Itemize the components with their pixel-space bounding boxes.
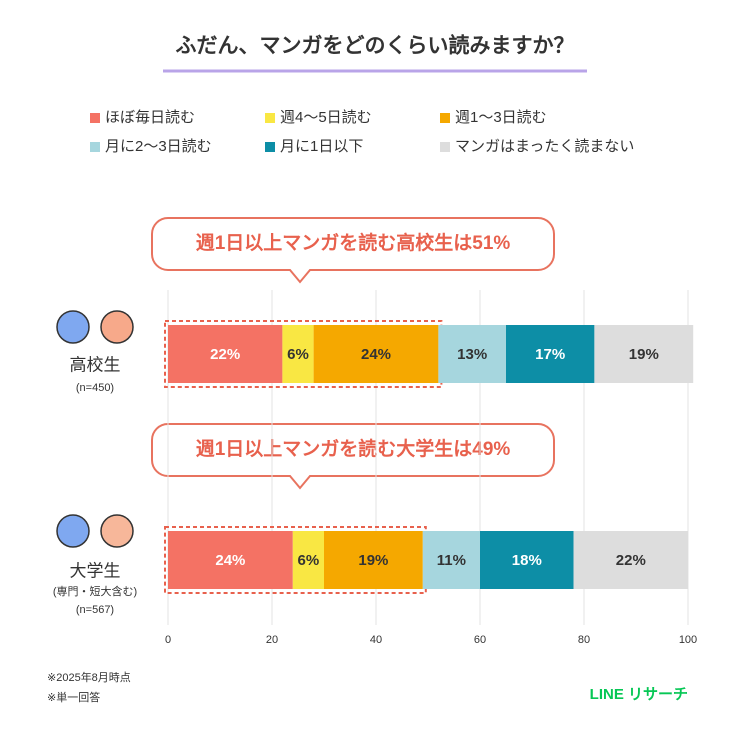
data-label: 19% xyxy=(358,552,388,569)
legend-label: 週1～3日読む xyxy=(455,109,547,126)
data-label: 6% xyxy=(298,552,320,569)
bar-segment xyxy=(168,325,283,383)
legend-label: 月に1日以下 xyxy=(280,138,363,155)
highlight-box xyxy=(164,526,427,594)
legend-swatch xyxy=(440,142,450,152)
footnote: ※単一回答 xyxy=(47,690,100,704)
x-tick-label: 0 xyxy=(165,634,171,646)
bar-segment xyxy=(313,325,439,383)
data-label: 13% xyxy=(457,346,487,363)
bar-segment xyxy=(573,531,688,589)
data-label: 17% xyxy=(535,346,565,363)
data-label: 11% xyxy=(437,552,466,569)
data-label: 22% xyxy=(616,552,646,569)
bar-segment xyxy=(168,531,293,589)
bar-segment xyxy=(324,531,423,589)
bar-segment xyxy=(292,531,324,589)
callout-text: 週1日以上マンガを読む大学生は49% xyxy=(196,437,511,460)
bar-segment xyxy=(480,531,574,589)
callout: 週1日以上マンガを読む高校生は51% xyxy=(151,217,555,284)
x-tick-label: 20 xyxy=(266,634,278,646)
legend-swatch xyxy=(265,142,275,152)
data-label: 24% xyxy=(361,346,391,363)
bar-segment xyxy=(506,325,595,383)
footnote: ※2025年8月時点 xyxy=(47,670,131,684)
legend-swatch xyxy=(440,113,450,123)
category-note: (n=450) xyxy=(76,382,114,394)
legend-label: マンガはまったく読まない xyxy=(455,138,634,155)
data-label: 22% xyxy=(210,346,240,363)
legend-swatch xyxy=(90,113,100,123)
category-label: 高校生 xyxy=(70,355,121,374)
category-note: (専門・短大含む) xyxy=(53,584,137,598)
x-tick-label: 60 xyxy=(474,634,486,646)
student-icons xyxy=(56,310,134,548)
legend-label: ほぼ毎日読む xyxy=(105,109,195,126)
bar-segment xyxy=(438,325,506,383)
legend-swatch xyxy=(90,142,100,152)
legend-swatch xyxy=(265,113,275,123)
data-label: 19% xyxy=(629,346,659,363)
data-label: 18% xyxy=(512,552,542,569)
x-tick-label: 80 xyxy=(578,634,590,646)
legend-label: 月に2～3日読む xyxy=(105,138,212,155)
callout-text: 週1日以上マンガを読む高校生は51% xyxy=(196,231,511,254)
bar-segment xyxy=(282,325,314,383)
legend-label: 週4～5日読む xyxy=(280,109,372,126)
chart-title: ふだん、マンガをどのくらい読みますか？ xyxy=(176,34,575,58)
data-label: 6% xyxy=(287,346,309,363)
x-tick-label: 100 xyxy=(679,634,697,646)
x-tick-label: 40 xyxy=(370,634,382,646)
callout: 週1日以上マンガを読む大学生は49% xyxy=(151,423,555,490)
category-note: (n=567) xyxy=(76,604,114,616)
data-label: 24% xyxy=(215,552,245,569)
bar-segment xyxy=(422,531,480,589)
bar-segment xyxy=(594,325,694,383)
brand: LINE リサーチ xyxy=(590,686,688,703)
category-label: 大学生 xyxy=(70,561,121,580)
